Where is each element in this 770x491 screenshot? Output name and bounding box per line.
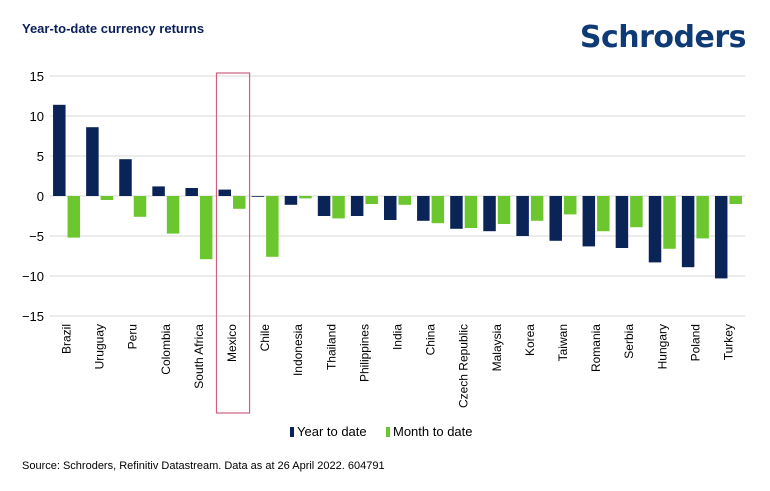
bar-year-to-date-india	[384, 196, 397, 220]
schroders-logo: Schroders	[579, 20, 747, 55]
bar-month-to-date-uruguay	[100, 196, 114, 200]
x-tick-label: India	[391, 324, 405, 350]
bar-month-to-date-peru	[133, 196, 147, 217]
bar-year-to-date-czech-republic	[450, 196, 463, 229]
bar-month-to-date-india	[398, 196, 411, 205]
bar-year-to-date-indonesia	[284, 196, 298, 205]
bar-year-to-date-uruguay	[86, 127, 99, 196]
bar-month-to-date-south-africa	[199, 196, 213, 260]
y-tick-label: 15	[30, 69, 44, 84]
bar-year-to-date-hungary	[648, 196, 662, 263]
bar-year-to-date-colombia	[152, 186, 165, 196]
x-axis-labels: Brazil Uruguay Peru Colombia South Africa Mex…	[60, 324, 736, 408]
bar-month-to-date-philippines	[365, 196, 378, 204]
x-tick-label: South Africa	[192, 324, 206, 389]
bar-month-to-date-brazil	[67, 196, 81, 238]
bar-month-to-date-thailand	[332, 196, 345, 219]
bar-month-to-date-chile	[266, 196, 279, 257]
bar-year-to-date-serbia	[615, 196, 629, 248]
y-tick-label: −15	[22, 309, 44, 324]
legend-year-to-date-swatch	[290, 427, 294, 437]
mexico-highlight-box	[215, 72, 251, 414]
legend-year-to-date-label: Year to date	[297, 424, 367, 439]
x-tick-label: Indonesia	[291, 324, 305, 376]
bar-month-to-date-malaysia	[497, 196, 511, 224]
bar-year-to-date-peru	[119, 159, 132, 196]
bar-month-to-date-serbia	[630, 196, 643, 228]
legend: Year to date Month to date	[290, 424, 473, 439]
bar-month-to-date-poland	[696, 196, 709, 239]
bar-month-to-date-korea	[530, 196, 544, 221]
x-tick-label: Mexico	[225, 324, 239, 362]
bar-year-to-date-chile	[251, 196, 265, 197]
x-tick-label: Turkey	[721, 324, 735, 360]
bar-month-to-date-romania	[597, 196, 610, 232]
bars	[53, 104, 742, 279]
x-tick-label: China	[424, 324, 438, 356]
bar-year-to-date-south-africa	[185, 188, 198, 196]
x-tick-label: Chile	[258, 324, 272, 352]
x-tick-label: Brazil	[60, 324, 74, 354]
bar-year-to-date-thailand	[317, 196, 331, 216]
x-tick-label: Malaysia	[490, 324, 504, 372]
bar-month-to-date-hungary	[663, 196, 676, 249]
y-tick-label: 0	[37, 189, 44, 204]
x-tick-label: Czech Republic	[457, 324, 471, 408]
x-tick-label: Philippines	[357, 324, 371, 382]
x-tick-label: Thailand	[324, 324, 338, 370]
bar-year-to-date-poland	[681, 196, 695, 268]
x-tick-label: Taiwan	[556, 324, 570, 361]
bar-year-to-date-philippines	[350, 196, 364, 216]
y-tick-label: −10	[22, 269, 44, 284]
bar-year-to-date-china	[417, 196, 430, 221]
x-tick-label: Peru	[126, 324, 140, 349]
chart-title: Year-to-date currency returns	[22, 21, 205, 36]
x-tick-label: Uruguay	[93, 324, 107, 369]
bar-month-to-date-turkey	[729, 196, 742, 204]
x-tick-label: Serbia	[622, 324, 636, 359]
source-note: Source: Schroders, Refinitiv Datastream.…	[22, 460, 385, 472]
bar-month-to-date-taiwan	[563, 196, 577, 215]
bar-month-to-date-colombia	[166, 196, 180, 234]
x-tick-label: Korea	[523, 324, 537, 356]
bar-year-to-date-malaysia	[483, 196, 496, 232]
legend-month-to-date-swatch	[386, 427, 390, 437]
x-tick-label: Colombia	[159, 324, 173, 375]
bar-year-to-date-korea	[516, 196, 529, 236]
bar-month-to-date-indonesia	[299, 196, 312, 199]
x-tick-label: Poland	[688, 324, 702, 361]
bar-year-to-date-romania	[582, 196, 596, 247]
bar-year-to-date-mexico	[218, 189, 232, 196]
y-tick-label: 5	[37, 149, 44, 164]
bar-year-to-date-brazil	[53, 104, 66, 196]
x-tick-label: Romania	[589, 324, 603, 372]
bar-month-to-date-czech-republic	[464, 196, 478, 228]
legend-month-to-date-label: Month to date	[393, 424, 473, 439]
bar-year-to-date-turkey	[714, 196, 728, 279]
bar-month-to-date-china	[431, 196, 445, 224]
x-tick-label: Hungary	[655, 324, 669, 369]
gridlines	[50, 75, 745, 317]
bar-year-to-date-taiwan	[549, 196, 562, 241]
y-tick-label: −5	[29, 229, 44, 244]
y-tick-label: 10	[30, 109, 44, 124]
bar-month-to-date-mexico	[233, 196, 246, 209]
y-axis-ticks: 15 10 5 0 −5 −10 −15	[22, 69, 44, 324]
